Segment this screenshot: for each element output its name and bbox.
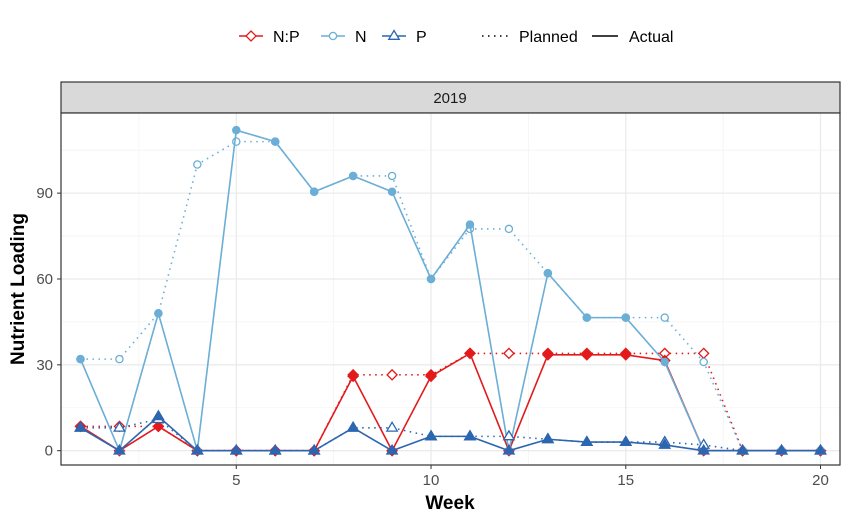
data-point <box>658 438 672 449</box>
series-layer <box>74 125 827 457</box>
facet-strip <box>60 81 841 114</box>
data-point <box>348 171 358 181</box>
data-point <box>232 125 241 135</box>
legend-item-np: N:P <box>239 29 300 46</box>
data-point <box>775 443 788 455</box>
data-point <box>115 354 124 364</box>
data-point <box>229 443 243 455</box>
data-point <box>387 187 397 196</box>
y-tick-label: 0 <box>45 443 53 460</box>
series-p-actual <box>74 409 827 455</box>
data-point <box>152 409 165 421</box>
data-point <box>660 313 669 322</box>
data-point <box>502 443 516 455</box>
data-point <box>543 269 553 278</box>
data-point <box>385 443 399 455</box>
data-point <box>699 357 708 367</box>
data-point <box>465 220 475 229</box>
legend-key-marker <box>387 29 401 40</box>
x-tick-label: 10 <box>423 472 440 489</box>
facet-strip-label: 2019 <box>433 90 466 107</box>
legend-label: N <box>355 29 367 46</box>
data-point <box>660 357 669 367</box>
y-tick-label: 90 <box>36 185 53 202</box>
data-point <box>385 421 399 432</box>
data-point <box>152 420 165 433</box>
legend-key-marker <box>245 30 257 42</box>
data-point <box>424 429 438 441</box>
data-point <box>113 443 126 455</box>
data-point <box>619 348 632 361</box>
axes: 5 10 15 20 0 30 60 90 <box>36 185 829 489</box>
data-point <box>270 137 280 146</box>
data-point <box>426 274 436 284</box>
data-point <box>307 443 321 455</box>
data-point <box>580 435 594 447</box>
data-point <box>193 160 202 169</box>
data-point <box>347 370 360 383</box>
data-point <box>425 370 437 383</box>
data-point <box>503 347 515 360</box>
legend-label: P <box>416 29 427 46</box>
legend-item-planned: Planned <box>482 29 578 46</box>
data-point <box>464 347 476 360</box>
plot-panel-border <box>60 112 841 466</box>
data-point <box>619 435 633 447</box>
data-point <box>736 443 749 455</box>
y-tick-label: 30 <box>36 357 53 374</box>
legend-label: N:P <box>273 29 300 46</box>
data-point <box>697 443 711 455</box>
data-point <box>346 421 360 432</box>
data-point <box>541 432 555 444</box>
data-point <box>154 309 163 318</box>
data-point <box>309 187 319 196</box>
data-point <box>113 421 126 432</box>
legend-label: Actual <box>629 29 673 46</box>
y-axis-title: Nutrient Loading <box>8 213 29 365</box>
x-tick-label: 15 <box>617 472 634 489</box>
plot-panel <box>61 113 840 465</box>
series-line <box>79 129 821 452</box>
x-tick-label: 20 <box>812 472 829 489</box>
data-point <box>232 137 241 146</box>
y-tick-label: 60 <box>36 271 53 288</box>
data-point <box>580 348 593 361</box>
data-point <box>387 171 397 181</box>
x-tick-label: 5 <box>232 472 240 489</box>
legend-label: Planned <box>519 29 578 46</box>
series-line <box>80 415 821 452</box>
data-point <box>76 354 85 364</box>
data-point <box>190 443 204 455</box>
data-point <box>502 429 516 441</box>
data-point <box>582 313 592 322</box>
legend-item-actual: Actual <box>592 29 673 46</box>
legend-item-n: N <box>321 29 367 46</box>
series-line <box>80 418 821 452</box>
data-point <box>74 421 87 432</box>
legend-key-marker <box>328 31 338 41</box>
data-point <box>621 313 631 322</box>
data-point <box>504 224 514 234</box>
data-point <box>386 368 398 381</box>
data-point <box>463 429 477 441</box>
x-axis-title: Week <box>425 493 475 514</box>
data-point <box>268 443 282 455</box>
legend-item-p: P <box>382 29 427 46</box>
legend: N:P N P Planned Actual <box>239 29 673 46</box>
data-point <box>814 443 827 455</box>
data-point <box>541 348 554 361</box>
